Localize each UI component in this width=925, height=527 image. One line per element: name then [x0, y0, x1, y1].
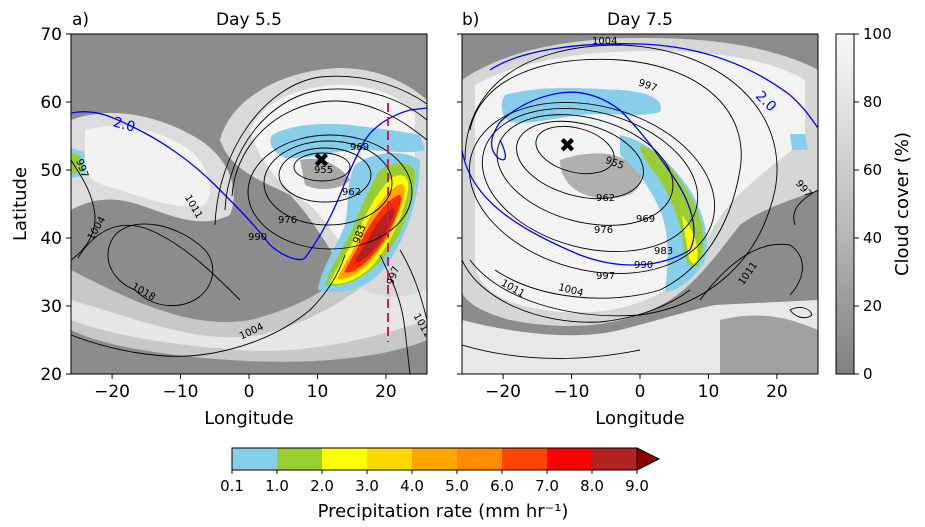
precip-colorbar-tick-label: 1.0: [265, 477, 289, 495]
x-axis-label: Longitude: [595, 408, 685, 429]
precip-colorbar-tick-label: 5.0: [445, 477, 469, 495]
contour-label: 962: [342, 187, 361, 198]
precip-moderate-west: [71, 152, 82, 174]
contour-label: 997: [596, 271, 615, 282]
precip-colorbar-tick-label: 2.0: [310, 477, 334, 495]
x-tick-label: 0: [244, 382, 255, 402]
precip-colorbar-tick-label: 0.1: [220, 477, 244, 495]
precip-colorbar-extend-arrow: [636, 447, 661, 471]
cloud-colorbar-tick-label: 40: [863, 229, 882, 247]
y-tick-label: 60: [40, 93, 62, 113]
x-tick-label: −10: [554, 382, 590, 402]
x-tick-label: 0: [635, 382, 646, 402]
x-tick-label: 10: [698, 382, 720, 402]
cloud-colorbar-tick-label: 60: [863, 161, 882, 179]
precip-colorbar-segment: [367, 448, 412, 470]
pv-contour: [71, 107, 427, 261]
precip-colorbar-segment: [547, 448, 592, 470]
precip-light-patch: [790, 134, 808, 150]
pressure-contours: [71, 75, 427, 374]
cloud-core-dry: [300, 158, 350, 190]
pv-contour: [462, 43, 818, 266]
y-tick-label: 40: [40, 229, 62, 249]
x-tick-label: 10: [307, 382, 329, 402]
cloud-colorbar: 0 20 40 60 80 100 Cloud cover (%): [835, 25, 913, 383]
precip-heavy-core: [355, 208, 395, 263]
precip-colorbar-tick-label: 8.0: [580, 477, 604, 495]
cloud-colorbar-label: Cloud cover (%): [892, 132, 913, 276]
contour-labels-a: 955 962 969 976 983 990 997 1004 1011 10…: [73, 114, 427, 342]
precip-colorbar-tick-label: 9.0: [625, 477, 649, 495]
y-tick-label: 20: [40, 365, 62, 385]
axes-a-text: a) Day 5.5 Longitude Latitude −20 −10 0 10 2…: [10, 10, 397, 429]
x-axis-label: Longitude: [204, 408, 294, 429]
panel-title: Day 5.5: [216, 10, 282, 30]
panel-a: 955 962 969 976 983 990 997 1004 1011 10…: [71, 34, 427, 374]
x-tick-label: −20: [94, 382, 130, 402]
precip-colorbar-segment: [592, 448, 637, 470]
contour-label: 990: [634, 260, 653, 271]
x-tick-label: 20: [375, 382, 397, 402]
cloud-colorbar-tick-label: 80: [863, 93, 882, 111]
cloud-dry-slot: [560, 153, 641, 199]
cloud-mass-west-bright: [85, 126, 210, 207]
precip-colorbar-segment: [502, 448, 547, 470]
cloud-colorbar-tick-label: 100: [863, 25, 892, 43]
pv-label: 2.0: [111, 114, 137, 135]
contour-label: 969: [350, 142, 369, 153]
cloud-colorbar-tick-label: 20: [863, 297, 882, 315]
precip-colorbar-ticks: 0.1 1.0 2.0 3.0 4.0 5.0 6.0 7.0 8.0 9.0: [220, 470, 649, 495]
precip-colorbar-segment: [277, 448, 322, 470]
panel-b: 955 962 969 976 983 990 997 1004 1011 10…: [462, 34, 818, 374]
x-tick-label: −20: [485, 382, 521, 402]
pressure-contours: [462, 44, 818, 359]
precip-colorbar-tick-label: 3.0: [355, 477, 379, 495]
precip-light-head: [501, 87, 661, 123]
precip-colorbar-segment: [232, 448, 277, 470]
cloud-band-south-bright: [71, 268, 427, 351]
cloud-colorbar-tick-label: 0: [863, 365, 873, 383]
precip-colorbar-segment: [322, 448, 367, 470]
contour-label: 962: [596, 193, 615, 204]
precip-colorbar-label: Precipitation rate (mm hr⁻¹): [318, 501, 569, 522]
precip-colorbar-tick-label: 6.0: [490, 477, 514, 495]
contour-label: 1004: [592, 36, 617, 47]
contour-label: 990: [248, 232, 267, 243]
panel-label: b): [462, 10, 479, 30]
precip-colorbar-segment: [457, 448, 502, 470]
cyclone-center-marker: ✖: [559, 133, 576, 157]
cyclone-center-marker: ✖: [313, 148, 330, 172]
cloud-colorbar-ticks: 0 20 40 60 80 100: [854, 25, 892, 383]
precip-colorbar-segment: [412, 448, 457, 470]
y-tick-label: 30: [40, 297, 62, 317]
contour-label: 983: [654, 246, 673, 257]
precip-colorbar-tick-label: 4.0: [400, 477, 424, 495]
y-tick-label: 70: [40, 25, 62, 45]
contour-label: 976: [594, 225, 613, 236]
y-ticks: [457, 33, 462, 375]
x-ticks: −20 −10 0 10 20: [94, 374, 397, 402]
y-ticks: 20 30 40 50 60 70: [40, 25, 71, 385]
precip-colorbar: 0.1 1.0 2.0 3.0 4.0 5.0 6.0 7.0 8.0 9.0 Precipita…: [220, 447, 661, 522]
precip-colorbar-frame: [231, 447, 638, 471]
panel-label: a): [72, 10, 89, 30]
panel-title: Day 7.5: [607, 10, 673, 30]
cloud-south-gray: [720, 315, 818, 374]
axes-b-text: b) Day 7.5 Longitude −20 −10 0 10 20: [457, 10, 788, 429]
x-ticks: −20 −10 0 10 20: [485, 374, 788, 402]
contour-label: 969: [636, 214, 655, 225]
precip-colorbar-segments: [231, 447, 661, 471]
contour-label: 976: [278, 215, 297, 226]
precip-colorbar-tick-label: 7.0: [535, 477, 559, 495]
cloud-colorbar-gradient: [835, 33, 855, 375]
y-axis-label: Latitude: [10, 167, 31, 241]
x-tick-label: −10: [163, 382, 199, 402]
y-tick-label: 50: [40, 161, 62, 181]
x-tick-label: 20: [766, 382, 788, 402]
contour-label: 955: [314, 165, 333, 176]
